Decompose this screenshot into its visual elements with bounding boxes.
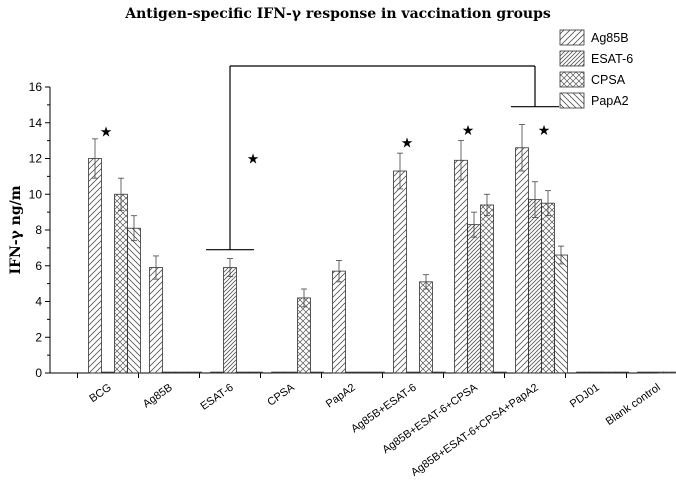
bar	[332, 270, 346, 374]
bar	[554, 254, 568, 374]
legend-swatch	[559, 50, 585, 67]
significance-stars: ★ ★ ★ ★ ★	[100, 123, 551, 168]
bar	[297, 297, 311, 374]
bar	[589, 371, 603, 374]
significance-star: ★	[538, 123, 551, 139]
bar	[188, 371, 202, 374]
bar	[515, 147, 529, 374]
legend-swatch	[559, 29, 585, 46]
y-tick-label: 14	[29, 116, 43, 130]
bar	[576, 371, 590, 374]
legend-label: ESAT-6	[591, 52, 633, 66]
bar	[393, 170, 407, 374]
significance-star: ★	[247, 152, 260, 168]
x-category-labels: BCG Ag85B ESAT-6 CPSA PapA2Ag85B+ESAT-6Ag85B…	[87, 381, 662, 479]
bar	[162, 371, 176, 374]
y-ticks: 0 2 4 6 8 10 12 14 16	[29, 80, 50, 380]
bar	[345, 371, 359, 374]
bar	[454, 159, 468, 374]
x-category-label: CPSA	[265, 381, 297, 408]
bar	[127, 227, 141, 374]
bar	[371, 371, 385, 374]
bar	[223, 267, 237, 374]
y-tick-label: 10	[29, 187, 43, 201]
bar	[637, 371, 651, 374]
x-category-label: Ag85B+ESAT-6+CPSA+PapA2	[409, 382, 541, 479]
bar	[149, 267, 163, 374]
legend-swatch	[559, 92, 585, 109]
legend: Ag85B ESAT-6 CPSA PapA2	[559, 29, 633, 109]
bar	[358, 371, 372, 374]
bar	[114, 193, 128, 374]
significance-star: ★	[401, 135, 414, 151]
x-category-label: PDJ01	[568, 382, 602, 411]
y-tick-label: 16	[29, 80, 43, 94]
bar	[88, 158, 102, 374]
x-category-label: PapA2	[324, 382, 358, 411]
y-tick-label: 2	[35, 330, 42, 344]
y-tick-label: 8	[35, 223, 42, 237]
bar	[480, 204, 494, 374]
legend-label: PapA2	[591, 94, 629, 108]
legend-swatch	[559, 71, 585, 88]
chart-title: Antigen-specific IFN-γ response in vacci…	[124, 6, 551, 22]
bar	[210, 371, 224, 374]
significance-star: ★	[462, 123, 475, 139]
y-tick-label: 4	[35, 295, 42, 309]
bar	[271, 371, 285, 374]
bar	[541, 202, 555, 374]
bar	[493, 371, 507, 374]
bar	[101, 371, 115, 374]
x-category-label: Ag85B	[141, 382, 175, 411]
bar	[467, 224, 481, 374]
bar	[615, 371, 629, 374]
y-tick-label: 12	[29, 152, 43, 166]
bar	[663, 371, 676, 374]
significance-star: ★	[100, 125, 113, 141]
significance-bracket	[206, 65, 559, 251]
legend-label: Ag85B	[591, 31, 629, 45]
bar	[432, 371, 446, 374]
bar	[650, 371, 664, 374]
bar	[249, 371, 263, 374]
x-category-label: ESAT-6	[198, 382, 235, 413]
y-tick-label: 0	[35, 366, 42, 380]
y-tick-label: 6	[35, 259, 42, 273]
bar	[406, 371, 420, 374]
bar	[602, 371, 616, 374]
bar	[284, 371, 298, 374]
bar	[419, 281, 433, 374]
bar	[175, 371, 189, 374]
y-axis-title: IFN-γ ng/m	[8, 185, 24, 274]
bar	[236, 371, 250, 374]
bars	[88, 124, 676, 374]
bar	[310, 371, 324, 374]
legend-label: CPSA	[591, 73, 626, 87]
bar	[528, 199, 542, 374]
x-category-label: BCG	[87, 382, 113, 406]
x-category-label: Blank control	[604, 382, 663, 428]
